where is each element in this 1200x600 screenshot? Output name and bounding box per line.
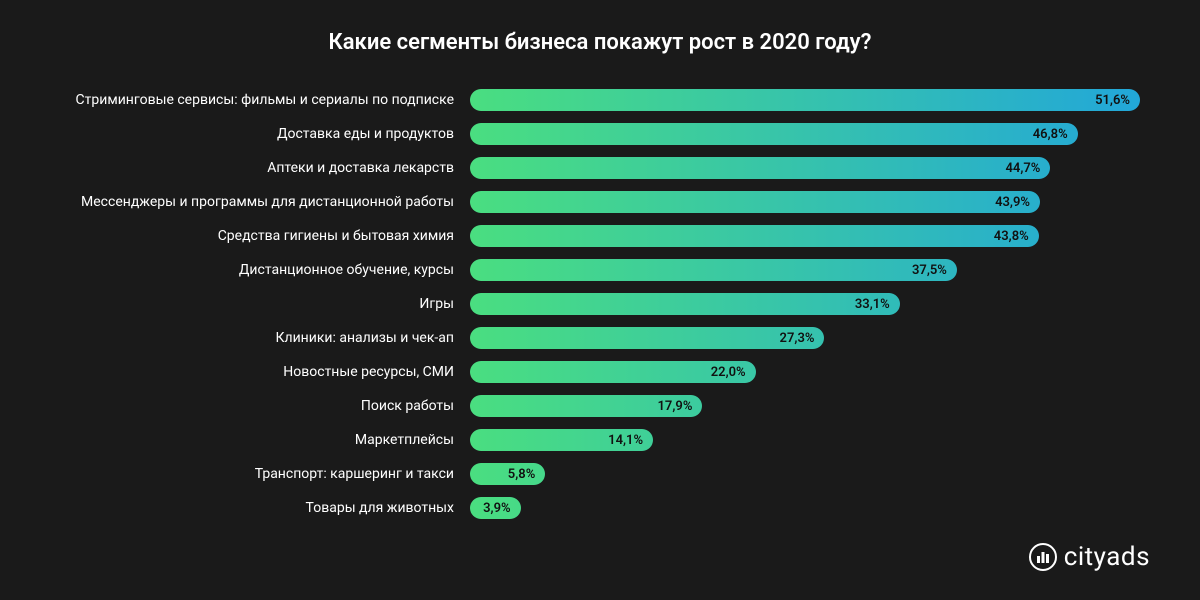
chart-row: Игры 33,1% bbox=[60, 287, 1140, 321]
chart-row: Товары для животных 3,9% bbox=[60, 491, 1140, 525]
bar-label: Мессенджеры и программы для дистанционно… bbox=[60, 194, 470, 210]
bar-value: 51,6% bbox=[1095, 93, 1130, 108]
bar-area: 46,8% bbox=[470, 123, 1140, 145]
bar-label: Аптеки и доставка лекарств bbox=[60, 160, 470, 176]
chart-row: Доставка еды и продуктов 46,8% bbox=[60, 117, 1140, 151]
bar-area: 14,1% bbox=[470, 429, 1140, 451]
bar-label: Клиники: анализы и чек-ап bbox=[60, 330, 470, 346]
bar-label: Транспорт: каршеринг и такси bbox=[60, 466, 470, 482]
chart-row: Транспорт: каршеринг и такси 5,8% bbox=[60, 457, 1140, 491]
bar: 27,3% bbox=[470, 327, 824, 349]
bar: 44,7% bbox=[470, 157, 1050, 179]
bar-area: 27,3% bbox=[470, 327, 1140, 349]
bar-area: 51,6% bbox=[470, 89, 1140, 111]
bar-value: 46,8% bbox=[1033, 127, 1068, 142]
bar-value: 37,5% bbox=[912, 263, 947, 278]
logo-text: cityads bbox=[1064, 542, 1150, 572]
bar: 22,0% bbox=[470, 361, 756, 383]
bar: 3,9% bbox=[470, 497, 521, 519]
chart-row: Поиск работы 17,9% bbox=[60, 389, 1140, 423]
bar-chart: Стриминговые сервисы: фильмы и сериалы п… bbox=[60, 83, 1140, 525]
bar-label: Игры bbox=[60, 296, 470, 312]
bar-value: 3,9% bbox=[483, 501, 511, 516]
chart-row: Мессенджеры и программы для дистанционно… bbox=[60, 185, 1140, 219]
bar-value: 27,3% bbox=[780, 331, 815, 346]
bar: 17,9% bbox=[470, 395, 702, 417]
bar: 5,8% bbox=[470, 463, 545, 485]
bar: 37,5% bbox=[470, 259, 957, 281]
bar-label: Новостные ресурсы, СМИ bbox=[60, 364, 470, 380]
bar-value: 43,9% bbox=[995, 195, 1030, 210]
bar-label: Товары для животных bbox=[60, 500, 470, 516]
chart-row: Средства гигиены и бытовая химия 43,8% bbox=[60, 219, 1140, 253]
bar: 43,9% bbox=[470, 191, 1040, 213]
chart-row: Аптеки и доставка лекарств 44,7% bbox=[60, 151, 1140, 185]
chart-row: Дистанционное обучение, курсы 37,5% bbox=[60, 253, 1140, 287]
bar-label: Дистанционное обучение, курсы bbox=[60, 262, 470, 278]
bar-label: Поиск работы bbox=[60, 398, 470, 414]
bar-area: 43,8% bbox=[470, 225, 1140, 247]
bar-area: 3,9% bbox=[470, 497, 1140, 519]
bar-value: 33,1% bbox=[855, 297, 890, 312]
bar-area: 22,0% bbox=[470, 361, 1140, 383]
bar-value: 44,7% bbox=[1005, 161, 1040, 176]
bar: 43,8% bbox=[470, 225, 1039, 247]
bar-value: 5,8% bbox=[508, 467, 536, 482]
bar: 14,1% bbox=[470, 429, 653, 451]
bar: 33,1% bbox=[470, 293, 900, 315]
bar-area: 37,5% bbox=[470, 259, 1140, 281]
bar-value: 14,1% bbox=[608, 433, 643, 448]
bar: 51,6% bbox=[470, 89, 1140, 111]
bar-area: 5,8% bbox=[470, 463, 1140, 485]
bar-value: 43,8% bbox=[994, 229, 1029, 244]
bar-value: 22,0% bbox=[711, 365, 746, 380]
bar-area: 33,1% bbox=[470, 293, 1140, 315]
logo: cityads bbox=[1028, 542, 1150, 572]
chart-row: Новостные ресурсы, СМИ 22,0% bbox=[60, 355, 1140, 389]
bar-label: Стриминговые сервисы: фильмы и сериалы п… bbox=[60, 92, 470, 108]
bar-area: 43,9% bbox=[470, 191, 1140, 213]
logo-icon bbox=[1028, 542, 1058, 572]
bar: 46,8% bbox=[470, 123, 1078, 145]
bar-label: Доставка еды и продуктов bbox=[60, 126, 470, 142]
chart-row: Клиники: анализы и чек-ап 27,3% bbox=[60, 321, 1140, 355]
bar-area: 44,7% bbox=[470, 157, 1140, 179]
chart-row: Стриминговые сервисы: фильмы и сериалы п… bbox=[60, 83, 1140, 117]
bar-label: Средства гигиены и бытовая химия bbox=[60, 228, 470, 244]
bar-label: Маркетплейсы bbox=[60, 432, 470, 448]
chart-title: Какие сегменты бизнеса покажут рост в 20… bbox=[60, 30, 1140, 55]
chart-row: Маркетплейсы 14,1% bbox=[60, 423, 1140, 457]
bar-area: 17,9% bbox=[470, 395, 1140, 417]
bar-value: 17,9% bbox=[657, 399, 692, 414]
